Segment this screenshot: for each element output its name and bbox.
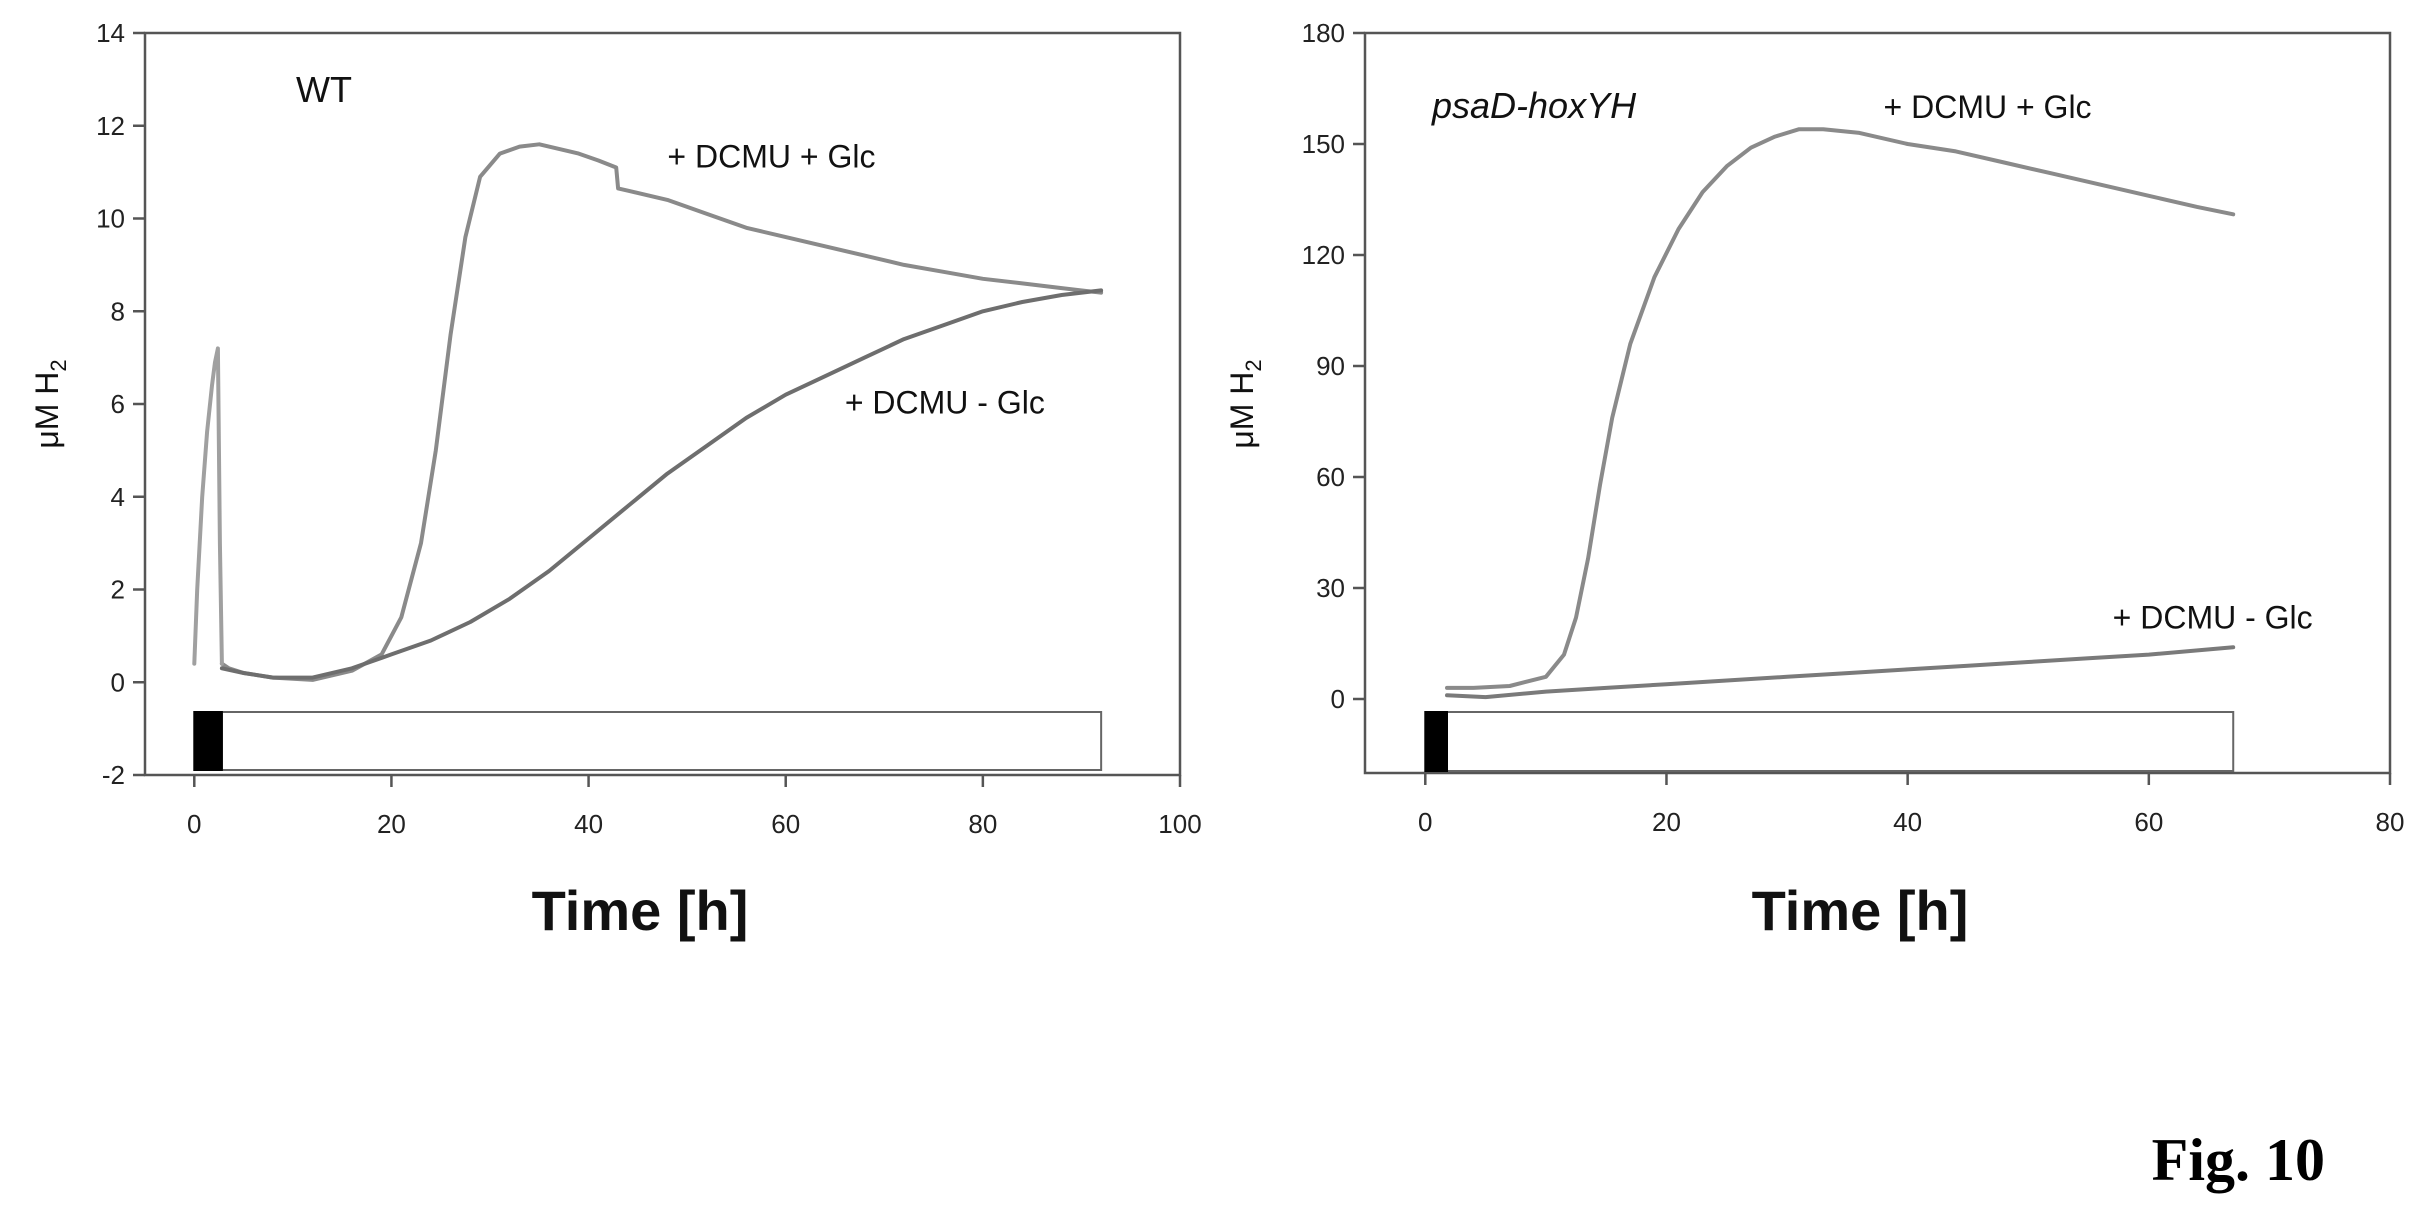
x-ticks: 0 20 40 60 80 100	[187, 775, 1202, 839]
x-tick-label: 20	[377, 809, 406, 839]
y-ticks: 0 30 60 90 120 150 180	[1302, 18, 1365, 714]
dark-period-bar	[1424, 711, 1448, 772]
y-tick-label: 8	[111, 296, 125, 326]
series-lines	[192, 142, 1104, 682]
panel-label: psaD-hoxYH	[1431, 85, 1637, 126]
y-tick-label: 180	[1302, 18, 1345, 48]
x-tick-label: 60	[771, 809, 800, 839]
light-period-bar	[220, 711, 1103, 771]
series-line-2	[192, 346, 224, 666]
y-tick-label: 6	[111, 389, 125, 419]
y-axis-title: μM H2	[29, 359, 71, 448]
series-line-0	[1445, 127, 2236, 690]
y-axis-title-main: μM H	[29, 372, 65, 449]
y-tick-label: 0	[111, 667, 125, 697]
y-tick-label: 0	[1331, 684, 1345, 714]
x-tick-label: 40	[574, 809, 603, 839]
figure-caption: Fig. 10	[2152, 1127, 2325, 1193]
x-tick-label: 80	[968, 809, 997, 839]
light-period-bar	[1446, 711, 2235, 772]
series-label-0: + DCMU + Glc	[1884, 89, 2092, 125]
y-tick-label: 10	[96, 204, 125, 234]
y-axis-title-main: μM H	[1224, 372, 1260, 449]
y-axis-title: μM H2	[1224, 359, 1266, 448]
series-label-1: + DCMU - Glc	[845, 384, 1045, 420]
x-tick-label: 0	[187, 809, 201, 839]
light-dark-bar	[1424, 711, 2235, 772]
series-lines	[1445, 127, 2236, 700]
x-axis-title: Time [h]	[1752, 879, 1969, 942]
x-ticks: 0 20 40 60 80	[1418, 773, 2404, 837]
y-tick-label: 2	[111, 575, 125, 605]
series-label-1: + DCMU - Glc	[2113, 600, 2313, 636]
x-tick-label: 60	[2134, 807, 2163, 837]
dark-period-bar	[193, 711, 223, 771]
series-line-1	[219, 288, 1104, 680]
y-tick-label: 14	[96, 18, 125, 48]
y-axis-title-subscript: 2	[1241, 359, 1266, 371]
y-tick-label: 12	[96, 111, 125, 141]
plot-frame	[1363, 31, 2392, 775]
y-tick-label: 90	[1316, 351, 1345, 381]
y-tick-label: 150	[1302, 129, 1345, 159]
y-tick-label: -2	[102, 760, 125, 790]
y-tick-label: 30	[1316, 573, 1345, 603]
light-dark-bar	[193, 711, 1103, 771]
series-line-1	[1445, 645, 2236, 700]
x-tick-label: 100	[1158, 809, 1201, 839]
x-tick-label: 0	[1418, 807, 1432, 837]
x-tick-label: 80	[2376, 807, 2405, 837]
x-tick-label: 40	[1893, 807, 1922, 837]
x-axis-title: Time [h]	[532, 879, 749, 942]
y-tick-label: 60	[1316, 462, 1345, 492]
y-ticks: -2 0 2 4 6 8 10 12 14	[96, 18, 145, 790]
y-axis-title-subscript: 2	[46, 359, 71, 371]
x-tick-label: 20	[1652, 807, 1681, 837]
series-label-0: + DCMU + Glc	[667, 138, 875, 174]
panel-label: WT	[296, 69, 352, 110]
series-labels: + DCMU + Glc + DCMU - Glc	[667, 138, 1044, 420]
y-tick-label: 4	[111, 482, 125, 512]
y-tick-label: 120	[1302, 240, 1345, 270]
series-labels: + DCMU + Glc + DCMU - Glc	[1884, 89, 2313, 636]
